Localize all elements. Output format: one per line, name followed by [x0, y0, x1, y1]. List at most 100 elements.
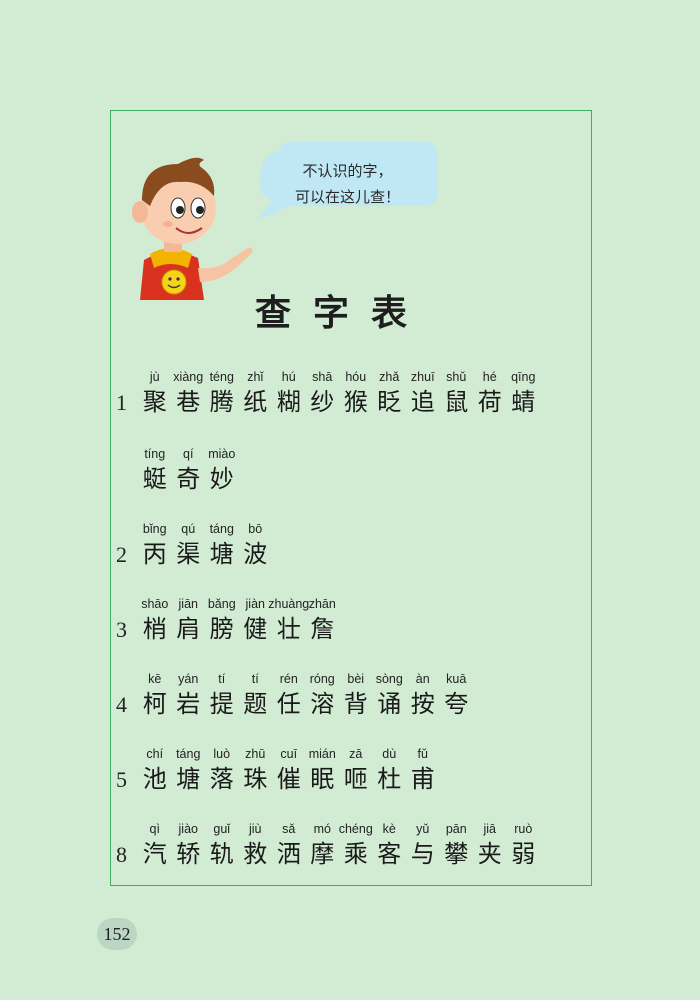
pinyin: hú	[281, 370, 296, 384]
pinyin: zhǎ	[379, 370, 400, 384]
group-number: 3	[116, 617, 127, 642]
pinyin: jiān	[178, 597, 198, 611]
hanzi: 乘	[343, 840, 368, 868]
character-entry: hóu 猴	[339, 368, 373, 418]
hanzi: 鼠	[444, 388, 469, 416]
character-entry: hé 荷	[473, 368, 507, 418]
pinyin: zā	[349, 747, 363, 761]
pinyin: jiào	[178, 822, 198, 836]
pinyin: qīng	[511, 370, 536, 384]
hanzi: 轿	[176, 840, 201, 868]
character-entry: qì 汽	[138, 820, 172, 870]
character-entry: jiàn 健	[239, 595, 273, 645]
pinyin: chí	[146, 747, 164, 761]
pinyin: qú	[181, 522, 196, 536]
pinyin: zhān	[308, 597, 336, 611]
pinyin: bō	[248, 522, 263, 536]
character-entry: jiān 肩	[172, 595, 206, 645]
group-number: 2	[116, 542, 127, 567]
bubble-line-2: 可以在这儿查！	[294, 188, 400, 206]
hanzi: 落	[209, 765, 234, 793]
pinyin: shǔ	[446, 370, 467, 384]
hanzi: 肩	[176, 615, 201, 643]
character-entry: hú 糊	[272, 368, 306, 418]
group-number: 5	[116, 767, 127, 792]
character-entry: jiā 夹	[473, 820, 507, 870]
hanzi: 轨	[209, 840, 234, 868]
hanzi: 摩	[310, 840, 335, 868]
pinyin: bǐng	[142, 522, 167, 536]
pinyin: táng	[209, 522, 234, 536]
pinyin: yán	[178, 672, 199, 686]
cartoon-boy-illustration	[132, 157, 253, 300]
hanzi: 攀	[444, 840, 469, 868]
pinyin: pān	[445, 822, 467, 836]
hanzi: 珠	[243, 765, 268, 793]
hanzi: 柯	[142, 690, 167, 718]
pinyin: dù	[382, 747, 397, 761]
character-entry: guǐ 轨	[205, 820, 239, 870]
page-number-badge: 152	[97, 918, 137, 950]
pinyin: tí	[218, 672, 226, 686]
character-entry: xiàng 巷	[172, 368, 206, 418]
hanzi: 蜓	[142, 465, 167, 493]
pinyin: tí	[251, 672, 259, 686]
hanzi: 诵	[377, 690, 402, 718]
character-entry: rén 任	[272, 670, 306, 720]
hanzi: 杜	[377, 765, 402, 793]
group-number: 8	[116, 842, 127, 867]
character-entry: bǐng 丙	[138, 520, 172, 570]
character-entry: kuā 夸	[440, 670, 474, 720]
pinyin: tíng	[144, 447, 166, 461]
character-entry: àn 按	[406, 670, 440, 720]
hanzi: 池	[142, 765, 167, 793]
character-entry: bǎng 膀	[205, 595, 239, 645]
character-group: 4 kē 柯 yán 岩 tí 提 tí 题 rén 任 róng 溶 bèi 背 sòng 诵 àn 按 kuā 夸	[116, 670, 473, 720]
character-group: 3 shāo 梢 jiān 肩 bǎng 膀 jiàn 健 zhuàng 壮 zhān 詹	[116, 595, 339, 645]
pinyin: miào	[208, 447, 236, 461]
hanzi: 溶	[310, 690, 335, 718]
bubble-text: 不认识的字， 可以在这儿查！	[265, 158, 430, 210]
pinyin: kē	[148, 672, 162, 686]
pinyin: shā	[312, 370, 333, 384]
pinyin: chéng	[338, 822, 373, 836]
hanzi: 救	[243, 840, 268, 868]
pinyin: zhū	[245, 747, 266, 761]
hanzi: 猴	[343, 388, 368, 416]
hanzi: 汽	[142, 840, 167, 868]
character-entry: miào 妙	[205, 445, 239, 495]
character-entry: ruò 弱	[507, 820, 541, 870]
group-number: 4	[116, 692, 127, 717]
character-entry: fǔ 甫	[406, 745, 440, 795]
character-entry: chéng 乘	[339, 820, 373, 870]
character-entry: bèi 背	[339, 670, 373, 720]
pinyin: sǎ	[282, 822, 296, 836]
character-entry: yán 岩	[172, 670, 206, 720]
pinyin: xiàng	[173, 370, 204, 384]
hanzi: 客	[377, 840, 402, 868]
character-entry: sǎ 洒	[272, 820, 306, 870]
hanzi: 眠	[310, 765, 335, 793]
character-entry: táng 塘	[172, 745, 206, 795]
pinyin: fǔ	[417, 747, 428, 761]
hanzi: 洒	[276, 840, 301, 868]
pinyin: qí	[183, 447, 194, 461]
pinyin: luò	[213, 747, 231, 761]
pinyin: shāo	[141, 597, 169, 611]
hanzi: 岩	[176, 690, 201, 718]
content-frame	[110, 110, 592, 886]
character-entry: zhǐ 纸	[239, 368, 273, 418]
character-entry: yǔ 与	[406, 820, 440, 870]
character-entry: tí 题	[239, 670, 273, 720]
hanzi: 詹	[310, 615, 335, 643]
character-entry: qí 奇	[172, 445, 206, 495]
character-entry: kē 柯	[138, 670, 172, 720]
character-entry: jiù 救	[239, 820, 273, 870]
character-entry: sòng 诵	[373, 670, 407, 720]
pinyin: guǐ	[213, 822, 231, 836]
hanzi: 塘	[176, 765, 201, 793]
character-entry: zhuī 追	[406, 368, 440, 418]
hanzi: 腾	[209, 388, 234, 416]
character-entry: cuī 催	[272, 745, 306, 795]
pinyin: téng	[209, 370, 234, 384]
